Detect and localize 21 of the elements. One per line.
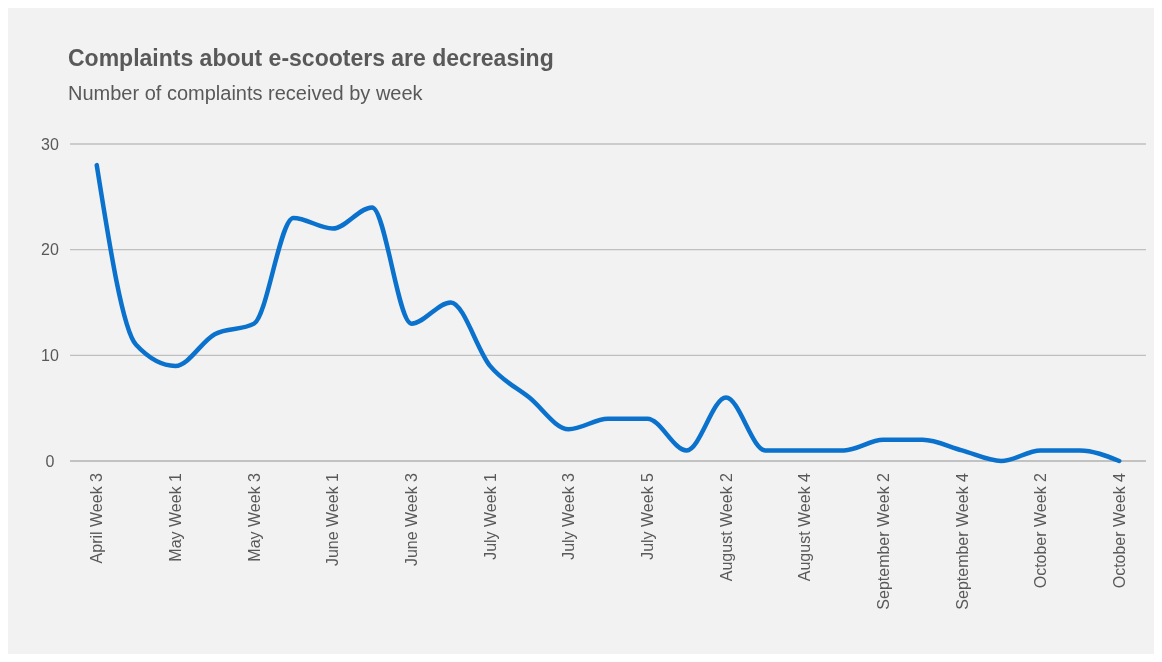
y-tick-label: 10 [41, 346, 59, 364]
x-tick-label: October Week 4 [1110, 472, 1128, 589]
line-series [94, 162, 1122, 464]
x-tick-label: August Week 4 [796, 472, 814, 582]
x-tick-label: July Week 1 [481, 472, 499, 560]
x-tick-label: July Week 3 [560, 472, 578, 560]
chart-subtitle: Number of complaints received by week [68, 82, 424, 104]
x-tick-label: July Week 5 [638, 472, 656, 560]
x-tick-label: May Week 1 [167, 472, 184, 562]
y-tick-label: 30 [41, 135, 59, 153]
x-tick-label: August Week 2 [717, 472, 735, 582]
y-tick-label: 0 [45, 452, 55, 470]
x-tick-label: May Week 3 [245, 472, 263, 562]
x-tick-label: June Week 1 [324, 472, 342, 567]
x-tick-label: September Week 2 [874, 472, 892, 610]
x-tick-label: April Week 3 [88, 472, 106, 564]
x-tick-label: October Week 2 [1032, 472, 1050, 589]
y-tick-label: 20 [41, 241, 59, 259]
x-tick-label: September Week 4 [953, 472, 971, 610]
chart-title: Complaints about e-scooters are decreasing [68, 45, 554, 71]
x-tick-label: June Week 3 [402, 472, 420, 567]
